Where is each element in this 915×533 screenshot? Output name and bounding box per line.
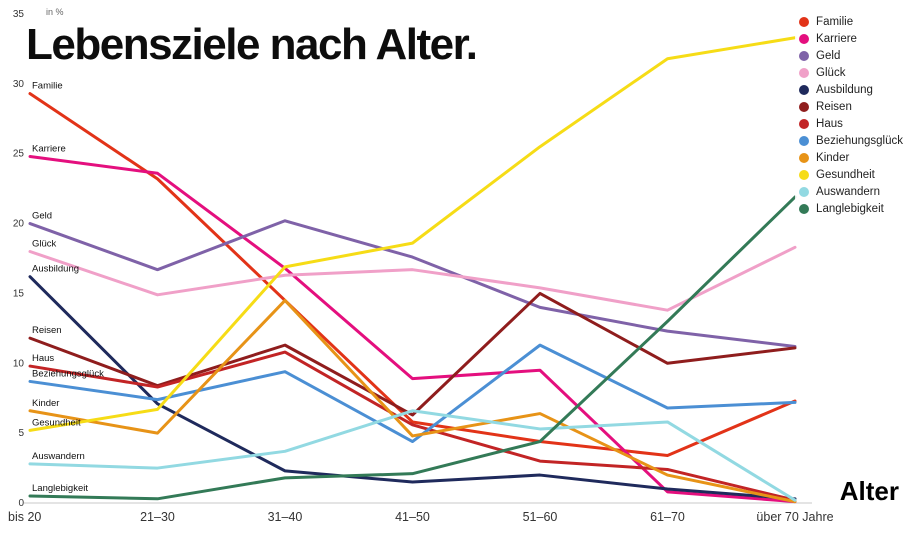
- legend-label: Reisen: [816, 101, 852, 113]
- series-start-label: Auswandern: [32, 451, 85, 462]
- legend-item-auswandern: Auswandern: [799, 186, 903, 198]
- series-line-beziehungsglück: [28, 343, 797, 444]
- legend-color-dot: [799, 187, 810, 197]
- legend-label: Familie: [816, 16, 854, 28]
- y-tick-label: 0: [18, 498, 24, 509]
- series-line-kinder: [28, 298, 797, 504]
- legend-label: Kinder: [816, 152, 850, 164]
- series-line-gesundheit: [28, 36, 797, 432]
- x-tick-label: über 70 Jahre: [756, 510, 833, 524]
- legend-label: Beziehungsglück: [816, 135, 903, 147]
- series-line-langlebigkeit: [28, 195, 797, 501]
- y-tick-label: 25: [13, 149, 25, 160]
- y-tick-label: 15: [13, 288, 25, 299]
- x-tick-label: 31–40: [268, 510, 303, 524]
- unit-label: in %: [46, 7, 64, 17]
- legend-label: Karriere: [816, 33, 857, 45]
- series-start-label: Karriere: [32, 144, 66, 155]
- y-tick-label: 10: [13, 358, 25, 369]
- x-tick-label: 41–50: [395, 510, 430, 524]
- series-start-label: Familie: [32, 81, 63, 92]
- legend: Familie Karriere Geld Glück Ausbildung Reisen…: [795, 14, 907, 217]
- x-tick-label: bis 20: [8, 510, 41, 524]
- legend-item-haus: Haus: [799, 118, 903, 130]
- series-line-auswandern: [28, 409, 797, 502]
- legend-color-dot: [799, 17, 810, 27]
- series-line-ausbildung: [28, 275, 797, 501]
- legend-item-langlebigkeit: Langlebigkeit: [799, 203, 903, 215]
- legend-item-beziehungsglück: Beziehungsglück: [799, 135, 903, 147]
- legend-color-dot: [799, 102, 810, 112]
- series-start-label: Langlebigkeit: [32, 483, 88, 494]
- x-axis-title: Alter: [839, 476, 899, 506]
- legend-color-dot: [799, 204, 810, 214]
- x-tick-label: 21–30: [140, 510, 175, 524]
- legend-color-dot: [799, 51, 810, 61]
- legend-label: Auswandern: [816, 186, 880, 198]
- y-tick-label: 5: [18, 428, 24, 439]
- legend-color-dot: [799, 153, 810, 163]
- series-line-haus: [28, 350, 797, 502]
- legend-color-dot: [799, 34, 810, 44]
- legend-item-karriere: Karriere: [799, 33, 903, 45]
- legend-label: Langlebigkeit: [816, 203, 884, 215]
- y-tick-label: 30: [13, 79, 25, 90]
- legend-color-dot: [799, 119, 810, 129]
- series-line-familie: [28, 92, 797, 457]
- legend-item-geld: Geld: [799, 50, 903, 62]
- series-start-label: Geld: [32, 211, 52, 222]
- series-line-geld: [28, 219, 797, 349]
- series-line-glück: [28, 245, 797, 312]
- series-line-karriere: [28, 155, 797, 504]
- legend-label: Gesundheit: [816, 169, 875, 181]
- x-tick-label: 51–60: [523, 510, 558, 524]
- series-start-label: Reisen: [32, 325, 62, 336]
- chart-title: Lebensziele nach Alter.: [26, 20, 478, 69]
- legend-color-dot: [799, 136, 810, 146]
- series-start-label: Kinder: [32, 398, 59, 409]
- legend-item-kinder: Kinder: [799, 152, 903, 164]
- series-start-label: Beziehungsglück: [32, 368, 104, 379]
- series-start-label: Glück: [32, 239, 57, 250]
- series-start-label: Haus: [32, 353, 54, 364]
- legend-color-dot: [799, 85, 810, 95]
- legend-label: Haus: [816, 118, 843, 130]
- legend-item-glück: Glück: [799, 67, 903, 79]
- legend-label: Ausbildung: [816, 84, 873, 96]
- legend-item-ausbildung: Ausbildung: [799, 84, 903, 96]
- legend-item-familie: Familie: [799, 16, 903, 28]
- legend-color-dot: [799, 170, 810, 180]
- series-start-label: Ausbildung: [32, 264, 79, 275]
- legend-item-gesundheit: Gesundheit: [799, 169, 903, 181]
- series-start-label: Gesundheit: [32, 417, 81, 428]
- legend-item-reisen: Reisen: [799, 101, 903, 113]
- y-tick-label: 20: [13, 219, 25, 230]
- legend-label: Glück: [816, 67, 846, 79]
- legend-color-dot: [799, 68, 810, 78]
- legend-label: Geld: [816, 50, 841, 62]
- y-tick-label: 35: [13, 9, 25, 20]
- x-tick-label: 61–70: [650, 510, 685, 524]
